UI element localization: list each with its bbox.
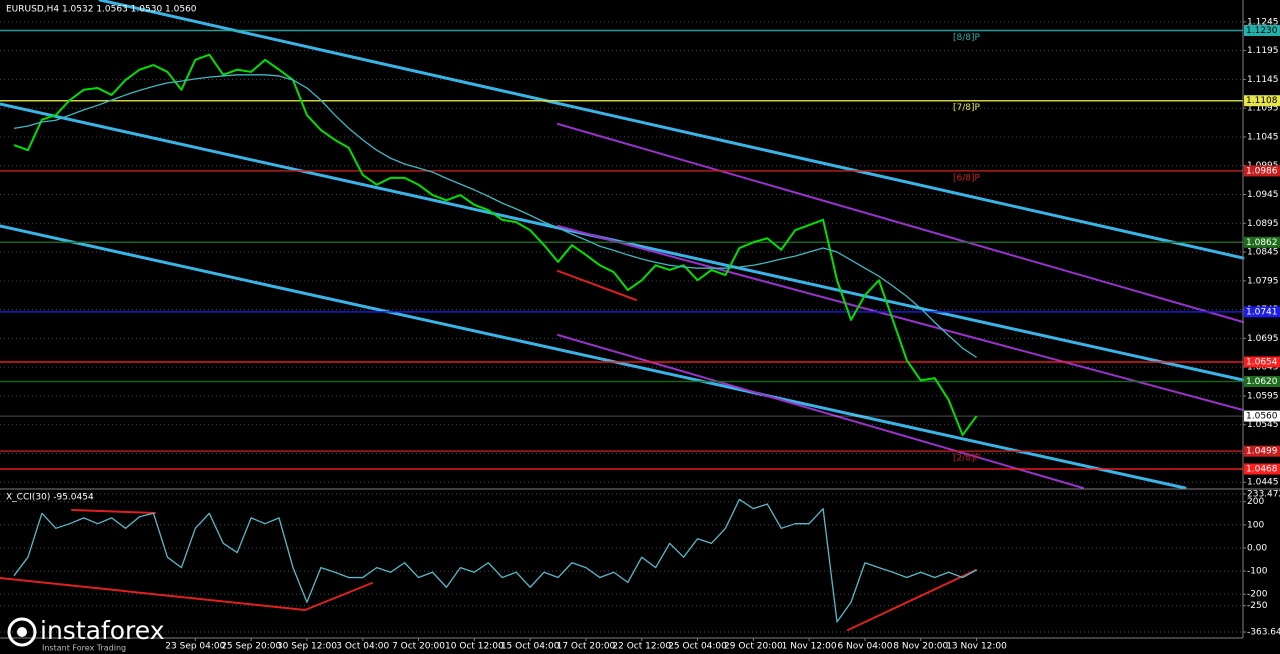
- level-label-box: [1244, 445, 1280, 457]
- level-label-box: [1244, 410, 1280, 422]
- channel-line: [557, 334, 1084, 489]
- y-tick-label: 0.00: [1247, 543, 1267, 553]
- logo-text: instaforex: [40, 616, 165, 645]
- y-tick-label: 1.0445: [1247, 478, 1279, 488]
- x-tick-label: 25 Sep 20:00: [221, 642, 281, 652]
- indicator-title: X_CCI(30) -95.0454: [6, 493, 94, 503]
- level-tag: [6/8]P: [953, 173, 981, 183]
- level-label: 1.1108: [1246, 96, 1278, 106]
- y-tick-label: -200: [1247, 590, 1268, 600]
- x-tick-label: 6 Nov 04:00: [837, 642, 892, 652]
- watermark: instaforex Instant Forex Trading: [7, 616, 165, 653]
- channel-line: [98, 0, 1245, 260]
- y-tick-label: 1.1045: [1247, 132, 1279, 142]
- y-tick-label: 1.0945: [1247, 190, 1279, 200]
- level-tag: [8/8]P: [953, 33, 981, 43]
- y-tick-label: 1.0595: [1247, 391, 1279, 401]
- divergence-line: [304, 582, 373, 611]
- x-tick-label: 13 Nov 12:00: [946, 642, 1007, 652]
- y-tick-label: 1.1245: [1247, 17, 1279, 27]
- x-tick-label: 1 Nov 12:00: [782, 642, 837, 652]
- level-label: 1.0986: [1246, 166, 1278, 176]
- divergence-line: [0, 577, 306, 611]
- x-tick-label: 25 Oct 04:00: [668, 642, 727, 652]
- x-tick-label: 30 Sep 12:00: [277, 642, 337, 652]
- y-tick-label: -250: [1247, 601, 1268, 611]
- trendlines: [0, 0, 1245, 631]
- logo-icon: [17, 627, 27, 637]
- level-label-box: [1244, 95, 1280, 107]
- divergence-line: [71, 509, 156, 514]
- y-tick-label: 100: [1247, 520, 1264, 530]
- x-tick-label: 7 Oct 20:00: [392, 642, 445, 652]
- x-tick-label: 17 Oct 20:00: [557, 642, 616, 652]
- channel-line: [0, 224, 1187, 490]
- divergence-line: [557, 270, 637, 301]
- level-label: 1.0560: [1246, 412, 1278, 422]
- level-label: 1.1230: [1246, 26, 1278, 36]
- x-tick-label: 29 Oct 20:00: [724, 642, 783, 652]
- y-tick-label: 1.0645: [1247, 363, 1279, 373]
- x-tick-label: 3 Oct 04:00: [336, 642, 389, 652]
- y-tick-label: 1.0545: [1247, 420, 1279, 430]
- y-tick-label: 233.4725: [1247, 490, 1280, 500]
- level-label: 1.0499: [1246, 447, 1278, 457]
- channel-line: [557, 225, 1244, 411]
- level-label-box: [1244, 376, 1280, 388]
- series-line: [13, 74, 977, 358]
- y-tick-label: 1.1145: [1247, 75, 1279, 85]
- level-tag: [7/8]P: [953, 103, 981, 113]
- data-layer: [0, 29, 1243, 623]
- level-label-box: [1244, 306, 1280, 318]
- y-tick-label: 1.0695: [1247, 334, 1279, 344]
- x-tick-label: 22 Oct 12:00: [612, 642, 671, 652]
- level-label-box: [1244, 25, 1280, 36]
- level-label: 1.0741: [1246, 307, 1278, 317]
- divergence-line: [847, 569, 977, 631]
- x-tick-label: 23 Sep 04:00: [165, 642, 225, 652]
- x-tick-label: 8 Nov 20:00: [893, 642, 948, 652]
- chart-title: EURUSD,H4 1.0532 1.0563 1.0530 1.0560: [6, 5, 197, 15]
- series-line: [13, 53, 978, 437]
- level-label-box: [1244, 236, 1280, 248]
- y-tick-label: 1.0795: [1247, 276, 1279, 286]
- series-line: [13, 498, 977, 623]
- x-tick-label: 10 Oct 12:00: [445, 642, 504, 652]
- level-label: 1.0468: [1246, 465, 1278, 475]
- level-label-box: [1244, 165, 1280, 177]
- channel-line: [557, 123, 1244, 323]
- level-label: 1.0654: [1246, 357, 1278, 367]
- level-label-box: [1244, 356, 1280, 368]
- level-tag: [2/8]P: [953, 454, 981, 464]
- level-label: 1.0620: [1246, 377, 1278, 387]
- x-tick-label: 15 Oct 04:00: [501, 642, 560, 652]
- level-label: 1.0862: [1246, 238, 1278, 248]
- y-tick-label: 1.1195: [1247, 46, 1279, 56]
- y-tick-label: 200: [1247, 497, 1264, 507]
- y-tick-label: 1.0845: [1247, 248, 1279, 258]
- y-tick-label: 1.0895: [1247, 219, 1279, 229]
- y-tick-label: -100: [1247, 567, 1268, 577]
- logo-icon: [7, 617, 37, 647]
- y-tick-label: 1.1095: [1247, 104, 1279, 114]
- logo-tagline: Instant Forex Trading: [42, 644, 126, 653]
- level-label-box: [1244, 463, 1280, 475]
